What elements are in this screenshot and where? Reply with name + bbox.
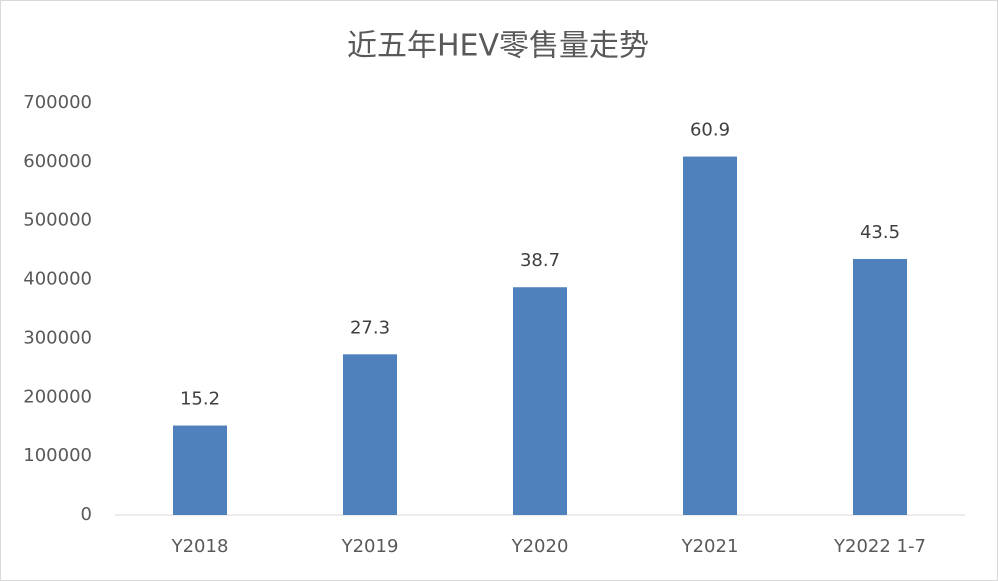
y-tick-label: 100000 <box>23 445 92 466</box>
value-label: 15.2 <box>180 389 220 410</box>
y-tick-label: 0 <box>81 504 92 525</box>
x-tick-label: Y2018 <box>171 536 229 557</box>
bar <box>853 258 907 515</box>
bar <box>343 354 397 515</box>
y-tick-label: 500000 <box>23 210 92 231</box>
y-tick-label: 400000 <box>23 269 92 290</box>
y-tick-label: 200000 <box>23 386 92 407</box>
chart-title: 近五年HEV零售量走势 <box>347 29 649 64</box>
x-tick-label: Y2021 <box>681 536 739 557</box>
x-tick-label: Y2020 <box>511 536 569 557</box>
y-tick-label: 700000 <box>23 92 92 113</box>
value-label: 60.9 <box>690 120 730 141</box>
bar <box>513 287 567 515</box>
y-tick-label: 600000 <box>23 151 92 172</box>
x-tick-label: Y2019 <box>341 536 399 557</box>
value-label: 27.3 <box>350 317 390 338</box>
bar <box>683 156 737 515</box>
value-label: 43.5 <box>860 222 900 243</box>
y-tick-label: 300000 <box>23 327 92 348</box>
bar <box>173 425 227 515</box>
x-tick-label: Y2022 1-7 <box>833 536 926 557</box>
value-label: 38.7 <box>520 250 560 271</box>
